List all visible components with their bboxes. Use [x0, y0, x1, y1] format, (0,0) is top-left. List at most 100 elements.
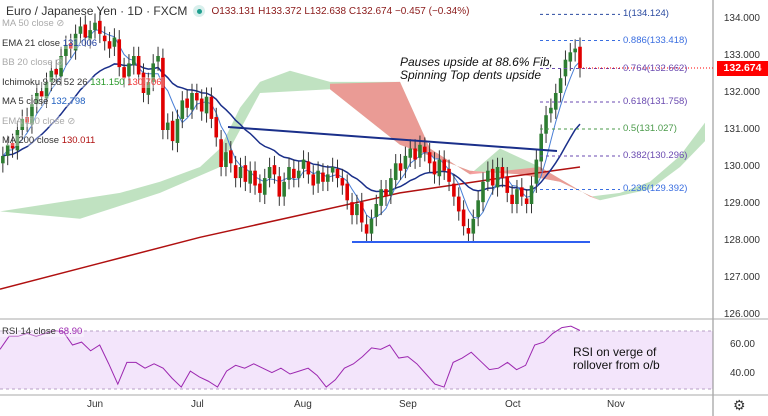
- time-axis-label: Sep: [399, 399, 417, 410]
- candle: [558, 78, 563, 93]
- symbol-title[interactable]: Euro / Japanese Yen · 1D · FXCM: [6, 4, 188, 18]
- candle: [1, 155, 5, 164]
- candle: [161, 57, 165, 130]
- candle: [529, 185, 534, 204]
- last-price-label: 132.674: [717, 61, 768, 76]
- candle: [112, 37, 117, 47]
- candle: [98, 20, 102, 34]
- candle: [117, 39, 122, 68]
- candle: [107, 41, 112, 49]
- candle: [326, 174, 330, 182]
- candle: [267, 167, 272, 179]
- candle: [277, 176, 282, 197]
- ichimoku-cloud-red: [330, 81, 600, 201]
- ohlc-values: O133.131 H133.372 L132.638 C132.674 −0.4…: [211, 5, 470, 17]
- candle: [442, 159, 446, 171]
- hidden-eye-icon[interactable]: ⊘: [67, 115, 76, 127]
- candle: [78, 26, 83, 34]
- candle: [481, 181, 485, 203]
- candle: [233, 165, 238, 179]
- candle: [432, 161, 437, 175]
- candle: [301, 159, 306, 169]
- settings-gear-icon[interactable]: ⚙: [733, 397, 746, 413]
- candle: [20, 118, 25, 130]
- rsi-legend[interactable]: RSI 14 close 68.90: [0, 326, 85, 337]
- candle: [423, 146, 427, 153]
- candle: [146, 81, 151, 95]
- indicator-legend[interactable]: BB 20 close ⊘: [0, 57, 66, 68]
- price-axis-label: 128.000: [723, 235, 760, 246]
- rsi-line: [0, 325, 581, 388]
- candle: [578, 46, 582, 69]
- candle: [49, 70, 54, 82]
- candle: [510, 194, 514, 204]
- candle: [364, 224, 369, 234]
- hidden-eye-icon[interactable]: ⊘: [55, 57, 64, 68]
- hidden-eye-icon[interactable]: ⊘: [56, 18, 65, 29]
- candle: [374, 204, 379, 217]
- candle: [490, 168, 495, 186]
- candle: [544, 115, 548, 134]
- indicator-legend[interactable]: EMA 21 close 131.006: [0, 37, 100, 49]
- candle: [68, 43, 73, 49]
- candle: [296, 170, 301, 179]
- candle: [102, 35, 107, 42]
- time-axis-label: Jul: [191, 399, 204, 410]
- candle: [185, 98, 189, 108]
- candle: [272, 165, 277, 175]
- candle: [204, 96, 209, 114]
- candle: [403, 155, 408, 169]
- candle: [306, 161, 311, 175]
- rsi-axis-label: 40.00: [729, 368, 755, 379]
- indicator-legend[interactable]: Ichimoku 9 26 52 26 131.150 130.706: [0, 76, 164, 88]
- candle: [54, 68, 58, 75]
- candle: [15, 130, 20, 151]
- candle: [44, 81, 49, 99]
- ma200-line: [0, 166, 581, 290]
- candle: [248, 170, 252, 184]
- candle: [534, 159, 539, 184]
- candle: [151, 63, 155, 82]
- candle: [258, 183, 262, 193]
- candle: [165, 122, 170, 130]
- candle: [229, 150, 233, 164]
- indicator-legend[interactable]: MA 50 close ⊘: [0, 18, 67, 29]
- fib-label: 0.618(131.758): [623, 95, 688, 107]
- price-axis-label: 130.000: [723, 161, 760, 172]
- indicator-legend[interactable]: EMA 110 close ⊘: [0, 115, 78, 127]
- candle: [520, 187, 524, 197]
- candle: [35, 93, 39, 105]
- indicator-legend[interactable]: MA 5 close 132.798: [0, 96, 88, 107]
- candle: [471, 218, 476, 234]
- candle: [437, 159, 442, 177]
- candle: [335, 168, 340, 179]
- price-axis-label: 129.000: [723, 198, 760, 209]
- fib-label: 0.764(132.662): [623, 62, 688, 74]
- fib-label: 0.382(130.296): [623, 150, 688, 162]
- price-axis-label: 127.000: [723, 272, 760, 283]
- price-axis-label: 132.000: [723, 87, 760, 98]
- indicator-legend[interactable]: MA 200 close 130.011: [0, 135, 98, 146]
- candle: [292, 168, 296, 179]
- candle: [224, 152, 228, 167]
- candle: [393, 163, 398, 180]
- candle: [25, 117, 29, 123]
- candle: [495, 167, 500, 188]
- candle: [262, 178, 267, 195]
- candle: [466, 228, 471, 234]
- candle: [122, 67, 126, 79]
- candle: [461, 209, 466, 227]
- candle: [287, 167, 291, 180]
- time-axis-label: Oct: [505, 399, 521, 410]
- candle: [486, 170, 490, 182]
- candle: [195, 93, 199, 101]
- candle: [282, 181, 286, 197]
- candle: [83, 24, 88, 38]
- price-axis-label: 131.000: [723, 124, 760, 135]
- candle: [190, 93, 194, 110]
- rsi-band: [0, 331, 713, 389]
- rsi-axis-label: 60.00: [729, 339, 755, 350]
- candle: [456, 196, 461, 212]
- chart-header: Euro / Japanese Yen · 1D · FXCM O133.131…: [6, 4, 469, 18]
